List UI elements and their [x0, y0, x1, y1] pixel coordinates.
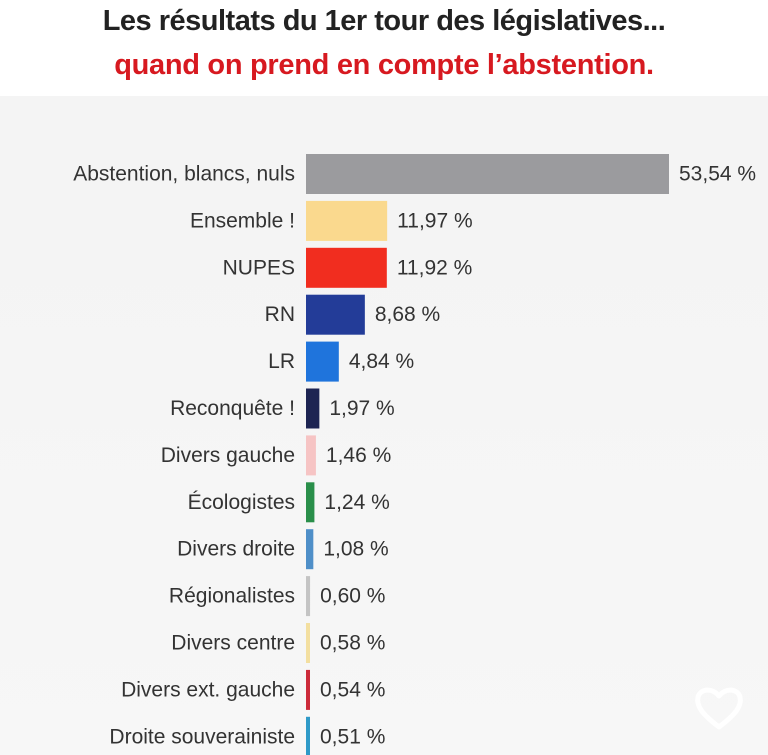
bar-rn [306, 294, 365, 335]
chart-subtitle: quand on prend en compte l’abstention. [114, 49, 654, 81]
value-label-divers-centre: 0,58 % [320, 632, 385, 655]
category-label-rn: RN [265, 303, 295, 326]
bar-divers-droite [306, 529, 314, 570]
value-label-droite-souverainiste: 0,51 % [320, 725, 385, 748]
value-label-rn: 8,68 % [375, 303, 440, 326]
category-label-divers-centre: Divers centre [171, 632, 295, 655]
bar-divers-gauche [306, 435, 316, 476]
category-label-ecologistes: Écologistes [188, 491, 295, 514]
bar-nupes [306, 247, 387, 288]
heart-outline-icon[interactable] [692, 683, 746, 733]
bar-ensemble [306, 200, 388, 241]
category-label-lr: LR [268, 350, 295, 373]
category-label-abstention-blancs-nuls: Abstention, blancs, nuls [73, 163, 295, 186]
value-label-nupes: 11,92 % [397, 256, 473, 279]
bar-droite-souverainiste [306, 716, 310, 755]
value-label-ensemble: 11,97 % [397, 209, 473, 232]
bar-abstention-blancs-nuls [306, 154, 669, 194]
category-label-reconquete: Reconquête ! [170, 397, 295, 420]
value-label-reconquete: 1,97 % [329, 397, 394, 420]
category-label-divers-droite: Divers droite [177, 538, 295, 561]
bar-ecologistes [306, 482, 315, 523]
value-label-ecologistes: 1,24 % [324, 491, 389, 514]
category-label-ensemble: Ensemble ! [190, 209, 295, 232]
chart-title: Les résultats du 1er tour des législativ… [102, 5, 666, 37]
title-band [0, 0, 768, 96]
value-label-abstention-blancs-nuls: 53,54 % [679, 163, 756, 186]
bar-divers-ext-gauche [306, 669, 310, 710]
bar-reconquete [306, 388, 320, 429]
bar-regionalistes [306, 576, 311, 617]
category-label-regionalistes: Régionalistes [169, 585, 295, 608]
category-label-divers-gauche: Divers gauche [161, 444, 295, 467]
value-label-regionalistes: 0,60 % [320, 585, 385, 608]
value-label-divers-ext-gauche: 0,54 % [320, 678, 385, 701]
value-label-divers-gauche: 1,46 % [326, 444, 391, 467]
category-label-divers-ext-gauche: Divers ext. gauche [121, 678, 295, 701]
bar-divers-centre [306, 623, 310, 663]
value-label-lr: 4,84 % [349, 350, 414, 373]
category-label-droite-souverainiste: Droite souverainiste [109, 725, 295, 748]
category-label-nupes: NUPES [223, 256, 295, 279]
value-label-divers-droite: 1,08 % [323, 538, 388, 561]
bar-lr [306, 341, 339, 382]
